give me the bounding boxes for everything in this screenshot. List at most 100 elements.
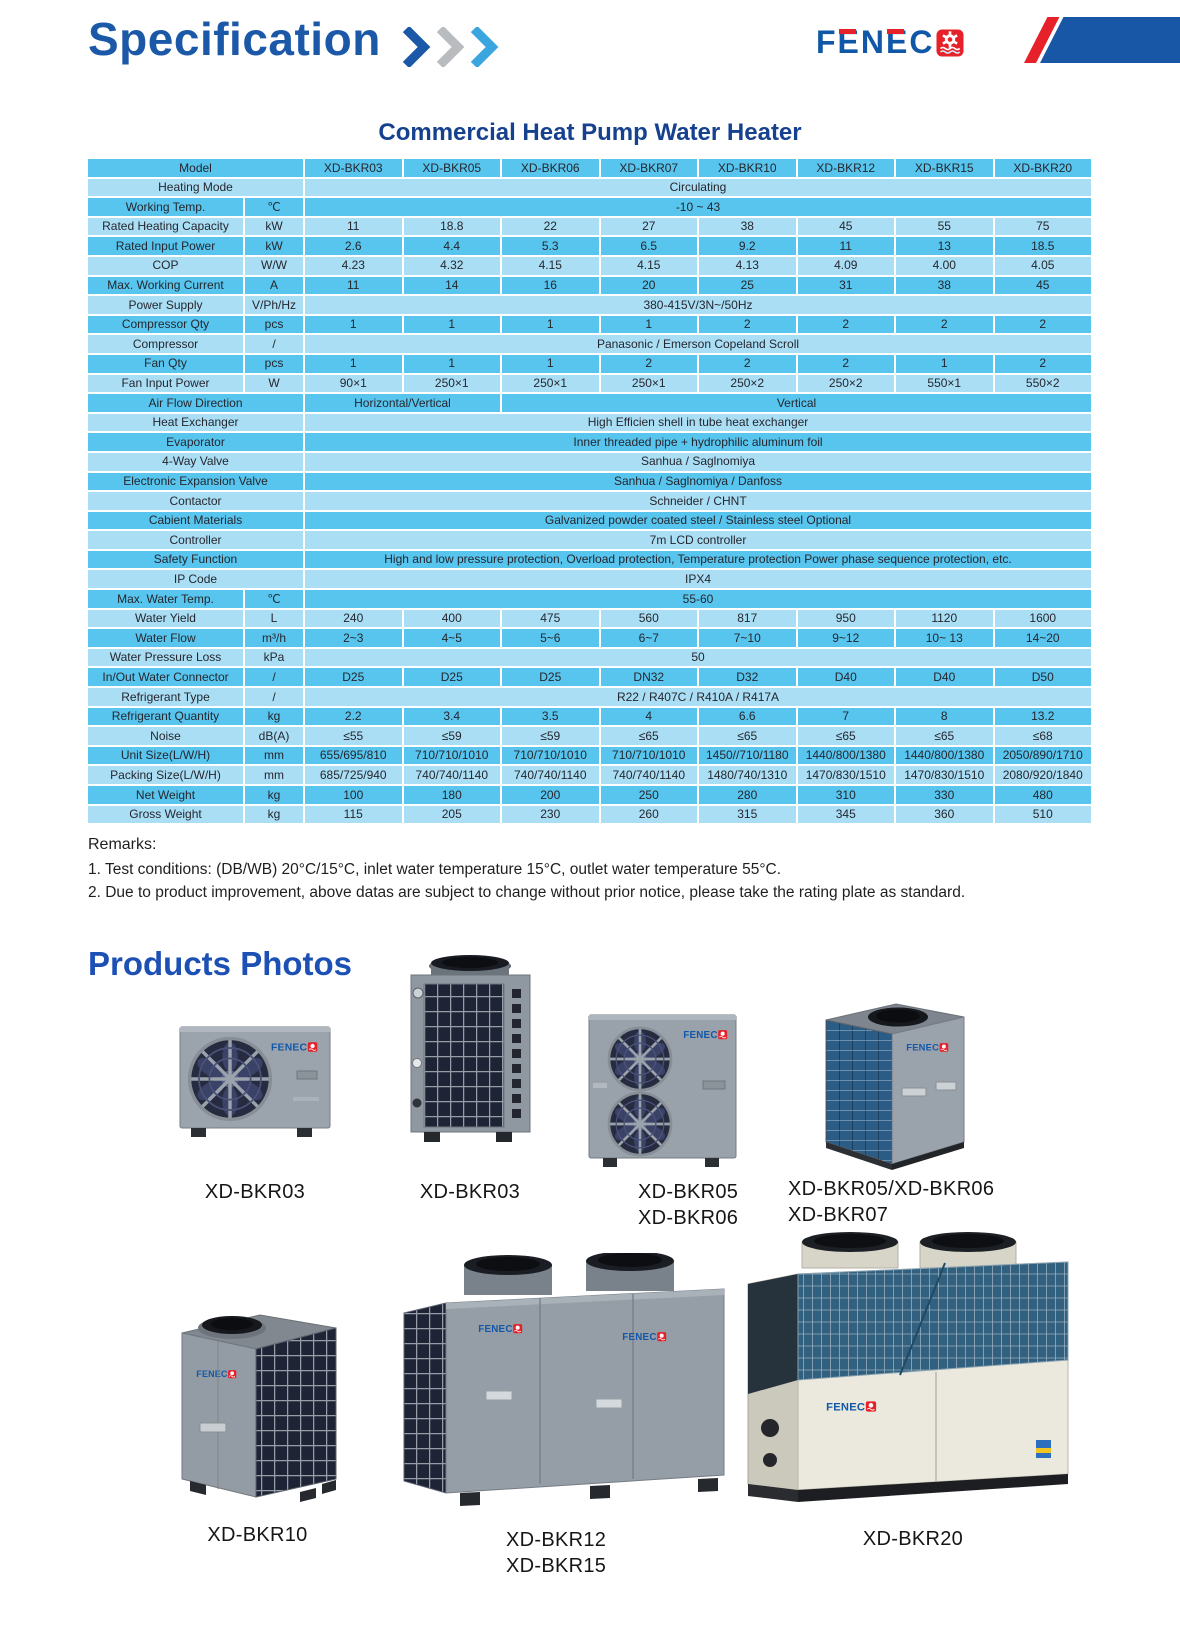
spec-row-gross-weight: Gross Weight kg 115 205 230 260 315 345 360 510	[88, 805, 1091, 824]
chevrons-icon	[402, 27, 499, 67]
spec-row-in-out-water-connector: In/Out Water Connector / D25 D25 D25 DN32 D32 D…	[88, 668, 1091, 687]
spec-cell: Circulating	[305, 178, 1091, 197]
spec-row-cop: COP W/W 4.23 4.32 4.15 4.15 4.13 4.09 4.00 4.05	[88, 256, 1091, 275]
spec-cell: 740/740/1140	[403, 766, 500, 784]
spec-cell: 18.8	[403, 217, 500, 236]
spec-row-working-temp: Working Temp. ℃ -10 ~ 43	[88, 198, 1091, 216]
spec-row-label: Heat Exchanger	[88, 413, 303, 432]
spec-cell: 27	[600, 217, 697, 236]
spec-cell: 2050/890/1710	[994, 746, 1091, 765]
spec-cell: 4.23	[305, 256, 402, 275]
remarks-heading: Remarks:	[88, 836, 157, 853]
spec-row-label: Fan Input Power	[88, 374, 243, 393]
spec-cell: 4.09	[797, 256, 894, 275]
spec-row-unit: ℃	[245, 198, 303, 216]
spec-row-label: Safety Function	[88, 550, 303, 569]
spec-cell: ≤65	[797, 727, 894, 745]
spec-cell: XD-BKR06	[502, 159, 599, 177]
feneco-letter: F	[816, 24, 836, 60]
spec-row-unit-size-l-w-h: Unit Size(L/W/H) mm 655/695/810 710/710/101…	[88, 746, 1091, 765]
spec-cell: 100	[305, 786, 402, 804]
spec-row-power-supply: Power Supply V/Ph/Hz 380-415V/3N~/50Hz	[88, 296, 1091, 314]
doc-title: Commercial Heat Pump Water Heater	[378, 119, 802, 146]
spec-cell: 11	[305, 217, 402, 236]
product-label-line: XD-BKR05/XD-BKR06	[788, 1178, 995, 1200]
spec-cell: 55-60	[305, 590, 1091, 608]
spec-cell: 230	[502, 805, 599, 824]
product-photo-xd-bkr20	[740, 1232, 1075, 1519]
spec-cell: Vertical	[502, 394, 1091, 412]
spec-row-label: Rated Heating Capacity	[88, 217, 243, 236]
spec-cell: Panasonic / Emerson Copeland Scroll	[305, 335, 1091, 353]
spec-cell: 38	[699, 217, 796, 236]
spec-cell: 250×1	[502, 374, 599, 393]
spec-cell: -10 ~ 43	[305, 198, 1091, 216]
spec-cell: 4.15	[600, 256, 697, 275]
spec-table: Model XD-BKR03 XD-BKR05 XD-BKR06 XD-BKR07 XD-…	[86, 157, 1093, 825]
spec-cell: 1120	[896, 609, 993, 628]
spec-cell: 250	[600, 786, 697, 804]
spec-cell: 7	[797, 707, 894, 726]
spec-cell: 1	[403, 315, 500, 334]
spec-cell: 250×1	[600, 374, 697, 393]
spec-cell: 75	[994, 217, 1091, 236]
spec-cell: 1	[403, 354, 500, 373]
spec-cell: 817	[699, 609, 796, 628]
spec-cell: 205	[403, 805, 500, 824]
spec-cell: 2	[797, 354, 894, 373]
spec-cell: 4.15	[502, 256, 599, 275]
feneco-letter: E	[886, 24, 908, 60]
spec-cell: 4.13	[699, 256, 796, 275]
spec-cell: 6~7	[600, 629, 697, 647]
spec-cell: 2~3	[305, 629, 402, 647]
spec-row-label: In/Out Water Connector	[88, 668, 243, 687]
spec-cell: 14~20	[994, 629, 1091, 647]
spec-cell: 13	[896, 237, 993, 255]
remark-line: 2. Due to product improvement, above dat…	[88, 884, 966, 901]
spec-cell: 2	[994, 354, 1091, 373]
spec-cell: 1480/740/1310	[699, 766, 796, 784]
spec-cell: 11	[797, 237, 894, 255]
remarks: Remarks: 1. Test conditions: (DB/WB) 20°…	[88, 836, 1148, 904]
spec-cell: 4~5	[403, 629, 500, 647]
spec-cell: 250×1	[403, 374, 500, 393]
spec-row-electronic-expansion-valve: Electronic Expansion Valve Sanhua / Sagln…	[88, 472, 1091, 491]
spec-cell: 20	[600, 276, 697, 295]
product-photo-xd-bkr03-tall	[398, 951, 543, 1148]
product-photo-xd-bkr12-15	[390, 1251, 730, 1520]
spec-cell: 16	[502, 276, 599, 295]
spec-row-label: Air Flow Direction	[88, 394, 303, 412]
spec-cell: 2	[600, 354, 697, 373]
spec-row-label: Water Flow	[88, 629, 243, 647]
product-label: XD-BKR12 XD-BKR15	[506, 1527, 606, 1579]
spec-row-unit: dB(A)	[245, 727, 303, 745]
spec-row-water-pressure-loss: Water Pressure Loss kPa 50	[88, 648, 1091, 667]
spec-cell: 5.3	[502, 237, 599, 255]
spec-cell: 475	[502, 609, 599, 628]
spec-row-label: Unit Size(L/W/H)	[88, 746, 243, 765]
spec-row-label: Compressor	[88, 335, 243, 353]
spec-cell: ≤65	[600, 727, 697, 745]
spec-cell: 2	[994, 315, 1091, 334]
spec-row-model: Model XD-BKR03 XD-BKR05 XD-BKR06 XD-BKR07 XD-…	[88, 159, 1091, 177]
spec-row-unit: pcs	[245, 354, 303, 373]
spec-cell: 1	[305, 315, 402, 334]
spec-cell: 22	[502, 217, 599, 236]
spec-cell: 2	[797, 315, 894, 334]
spec-row-rated-heating-capacity: Rated Heating Capacity kW 11 18.8 22 27 38 45 55…	[88, 217, 1091, 236]
product-label: XD-BKR03	[204, 1181, 306, 1203]
spec-cell: 380-415V/3N~/50Hz	[305, 296, 1091, 314]
spec-cell: 45	[994, 276, 1091, 295]
spec-cell: 315	[699, 805, 796, 824]
spec-cell: 1	[305, 354, 402, 373]
spec-cell: 7~10	[699, 629, 796, 647]
spec-cell: Schneider / CHNT	[305, 492, 1091, 510]
feneco-letter: N	[860, 24, 884, 60]
spec-cell: 560	[600, 609, 697, 628]
spec-row-water-yield: Water Yield L 240 400 475 560 817 950 1120 1600	[88, 609, 1091, 628]
spec-cell: 1	[502, 354, 599, 373]
spec-row-label: IP Code	[88, 570, 303, 589]
spec-cell: 250×2	[699, 374, 796, 393]
spec-cell: D25	[305, 668, 402, 687]
